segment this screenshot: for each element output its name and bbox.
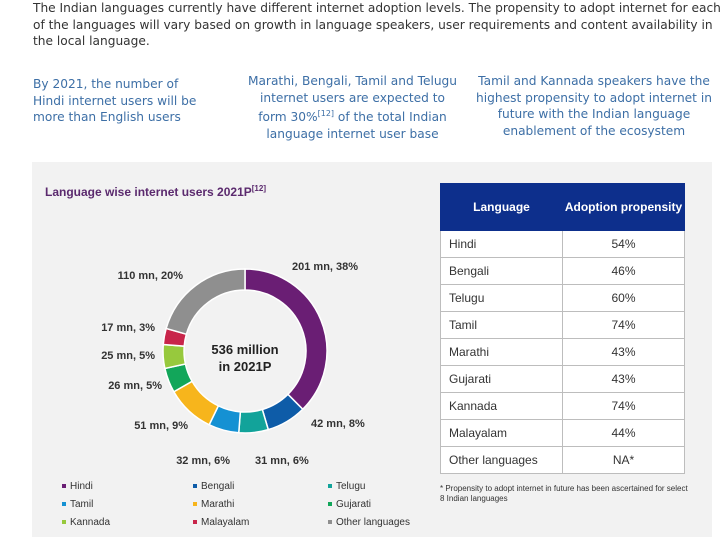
slice-label: 51 mn, 9% <box>134 420 188 432</box>
propensity-cell: 44% <box>562 419 685 447</box>
callout-regional-share-text-2: of the total Indian language internet us… <box>266 110 447 141</box>
callout-regional-share: Marathi, Bengali, Tamil and Telugu inter… <box>245 73 460 142</box>
chart-title-ref: [12] <box>251 184 266 193</box>
donut-center-line-1: 536 million <box>211 342 278 357</box>
legend-item: Kannada <box>62 517 110 528</box>
propensity-cell: 54% <box>562 230 685 258</box>
slice-other-languages <box>165 268 246 336</box>
donut-slices <box>162 268 328 434</box>
table-row: Hindi 54% <box>440 230 685 258</box>
callout-ref: [12] <box>317 109 335 118</box>
table-row: Gujarati 43% <box>440 365 685 393</box>
table-body: Hindi 54% Bengali 46% Telugu 60% Tamil 74% Marat… <box>440 230 685 474</box>
legend-item: Bengali <box>193 481 234 492</box>
slice-label: 42 mn, 8% <box>311 418 365 430</box>
legend-label: Other languages <box>336 517 410 528</box>
legend-item: Marathi <box>193 499 234 510</box>
propensity-cell: NA* <box>562 446 685 474</box>
table-row: Kannada 74% <box>440 392 685 420</box>
legend-label: Kannada <box>70 517 111 528</box>
language-cell: Telugu <box>440 284 563 312</box>
slice-label: 17 mn, 3% <box>101 322 155 334</box>
table-row: Telugu 60% <box>440 284 685 312</box>
legend-label: Malayalam <box>201 517 250 528</box>
callout-regional-share-text: Marathi, Bengali, Tamil and Telugu inter… <box>247 74 458 125</box>
language-cell: Other languages <box>440 446 563 474</box>
language-cell: Gujarati <box>440 365 563 393</box>
donut-center-line-2: in 2021P <box>219 359 272 374</box>
slice-telugu <box>237 408 270 434</box>
header-adoption: Adoption propensity <box>562 183 685 231</box>
legend-item: Telugu <box>328 481 365 492</box>
legend-label: Bengali <box>201 481 235 492</box>
language-cell: Hindi <box>440 230 563 258</box>
callout-hindi: By 2021, the number of Hindi internet us… <box>33 77 197 124</box>
legend-label: Hindi <box>70 481 93 492</box>
legend-marker-icon <box>193 520 197 525</box>
legend-marker-icon <box>62 520 66 525</box>
donut-labels: 201 mn, 38% 42 mn, 8% 31 mn, 6% 32 mn, 6% 51… <box>101 261 365 467</box>
legend-item: Malayalam <box>193 517 249 528</box>
legend-item: Other languages <box>328 517 410 528</box>
legend-item: Gujarati <box>328 499 371 510</box>
propensity-cell: 46% <box>562 257 685 285</box>
table-row: Bengali 46% <box>440 257 685 285</box>
legend-marker-icon <box>328 520 332 525</box>
slice-label: 110 mn, 20% <box>118 270 184 282</box>
legend-label: Telugu <box>336 481 366 492</box>
propensity-cell: 43% <box>562 365 685 393</box>
slice-label: 32 mn, 6% <box>176 455 230 467</box>
language-cell: Tamil <box>440 311 563 339</box>
slice-label: 201 mn, 38% <box>292 261 358 273</box>
legend-item: Hindi <box>62 481 93 492</box>
chart-title-text: Language wise internet users 2021P <box>45 185 252 199</box>
legend-marker-icon <box>328 484 332 489</box>
slice-hindi <box>244 268 328 411</box>
callout-propensity: Tamil and Kannada speakers have the high… <box>476 74 712 138</box>
footnote: * Propensity to adopt internet in future… <box>440 484 688 503</box>
propensity-cell: 74% <box>562 311 685 339</box>
propensity-cell: 74% <box>562 392 685 420</box>
table-row: Marathi 43% <box>440 338 685 366</box>
table-row: Tamil 74% <box>440 311 685 339</box>
intro-text: The Indian languages currently have diff… <box>33 1 721 48</box>
table-row: Malayalam 44% <box>440 419 685 447</box>
legend-label: Tamil <box>70 499 94 510</box>
slice-label: 31 mn, 6% <box>255 455 309 467</box>
language-cell: Malayalam <box>440 419 563 447</box>
legend-marker-icon <box>193 484 197 489</box>
language-cell: Kannada <box>440 392 563 420</box>
adoption-table: Language Adoption propensity Hindi 54% Ben… <box>440 183 685 474</box>
language-cell: Bengali <box>440 257 563 285</box>
legend-label: Marathi <box>201 499 235 510</box>
legend-marker-icon <box>62 484 66 489</box>
table-header-row: Language Adoption propensity <box>440 183 685 231</box>
legend-marker-icon <box>62 502 66 507</box>
chart-title: Language wise internet users 2021P[12] <box>45 184 266 199</box>
legend-marker-icon <box>328 502 332 507</box>
table-row: Other languages NA* <box>440 446 685 474</box>
legend-label: Gujarati <box>336 499 372 510</box>
slice-label: 25 mn, 5% <box>101 350 155 362</box>
propensity-cell: 60% <box>562 284 685 312</box>
legend-item: Tamil <box>62 499 93 510</box>
slice-kannada <box>162 343 187 370</box>
legend-marker-icon <box>193 502 197 507</box>
propensity-cell: 43% <box>562 338 685 366</box>
language-cell: Marathi <box>440 338 563 366</box>
slice-label: 26 mn, 5% <box>108 380 162 392</box>
header-language: Language <box>440 183 563 231</box>
